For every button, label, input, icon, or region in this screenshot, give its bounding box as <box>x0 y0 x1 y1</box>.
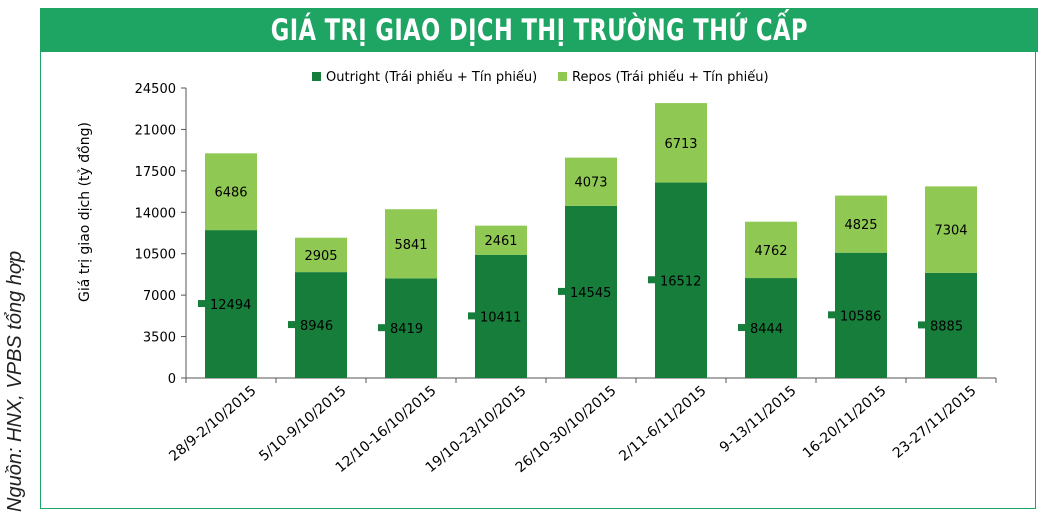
outright-label-marker <box>918 321 925 329</box>
bar-repos <box>565 157 617 206</box>
outright-value-label: 8885 <box>930 319 963 334</box>
data-labels: 6486 12494 2905 8946 5841 8419 2461 10411 4073 14… <box>198 137 968 337</box>
bar-repos <box>475 225 527 255</box>
repos-value-label: 4825 <box>844 218 877 233</box>
bar-repos <box>295 237 347 273</box>
outright-value-label: 16512 <box>660 274 701 289</box>
bar-repos <box>925 186 977 273</box>
chart-title: GIÁ TRỊ GIAO DỊCH THỊ TRƯỜNG THỨ CẤP <box>270 13 808 47</box>
outright-label-marker <box>378 324 385 332</box>
repos-value-label: 2461 <box>484 234 517 249</box>
outright-value-label: 10586 <box>840 309 881 324</box>
outright-label-marker <box>648 276 655 284</box>
legend-repos-swatch <box>558 72 567 81</box>
bar-outright <box>385 278 437 378</box>
legend-outright-swatch <box>312 72 321 81</box>
repos-value-label: 6486 <box>214 186 247 201</box>
y-tick-label: 21000 <box>135 123 176 138</box>
outright-label-marker <box>198 300 205 308</box>
x-tick-labels: 28/9-2/10/20155/10-9/10/201512/10-16/10/… <box>166 383 979 476</box>
x-tick-label: 2/11-6/11/2015 <box>616 383 709 465</box>
outright-value-label: 12494 <box>210 298 251 313</box>
x-tick-label: 26/10-30/10/2015 <box>513 383 620 476</box>
bar-repos <box>385 209 437 279</box>
y-tick-label: 7000 <box>143 289 176 304</box>
bar-outright <box>745 278 797 378</box>
y-axis-label: Giá trị giao dịch (tỷ đồng) <box>76 122 93 302</box>
y-tick-label: 24500 <box>135 82 176 97</box>
x-tick-label: 23-27/11/2015 <box>890 383 980 462</box>
repos-value-label: 7304 <box>934 224 967 239</box>
legend-repos-label: Repos (Trái phiếu + Tín phiếu) <box>572 70 769 85</box>
outright-value-label: 14545 <box>570 286 611 301</box>
repos-value-label: 5841 <box>394 238 427 253</box>
x-tick-label: 16-20/11/2015 <box>800 383 890 462</box>
y-tick-label: 0 <box>168 372 176 387</box>
repos-value-label: 4073 <box>574 176 607 191</box>
chart-frame <box>40 52 1036 509</box>
repos-value-label: 2905 <box>304 249 337 264</box>
outright-label-marker <box>738 324 745 332</box>
bar-repos <box>745 221 797 279</box>
outright-value-label: 10411 <box>480 310 521 325</box>
bar-outright <box>835 252 887 378</box>
y-tick-label: 17500 <box>135 165 176 180</box>
x-tick-label: 9-13/11/2015 <box>717 383 800 456</box>
chart-title-bar: GIÁ TRỊ GIAO DỊCH THỊ TRƯỜNG THỨ CẤP <box>40 8 1038 52</box>
y-tick-label: 3500 <box>143 331 176 346</box>
x-tick-label: 28/9-2/10/2015 <box>166 383 259 465</box>
y-tick-label: 10500 <box>135 248 176 263</box>
bar-repos <box>655 103 707 183</box>
legend: Outright (Trái phiếu + Tín phiếu) Repos (… <box>312 70 769 85</box>
bar-outright <box>295 272 347 378</box>
x-tick-label: 5/10-9/10/2015 <box>256 383 349 465</box>
outright-label-marker <box>828 311 835 319</box>
outright-value-label: 8444 <box>750 322 783 337</box>
bar-repos <box>205 153 257 231</box>
bar-outright <box>655 182 707 378</box>
outright-value-label: 8946 <box>300 319 333 334</box>
bar-outright <box>565 205 617 378</box>
repos-value-label: 4762 <box>754 244 787 259</box>
outright-label-marker <box>468 312 475 320</box>
bars <box>205 103 977 378</box>
bar-outright <box>475 254 527 378</box>
outright-label-marker <box>558 287 565 295</box>
outright-label-marker <box>288 321 295 329</box>
legend-outright-label: Outright (Trái phiếu + Tín phiếu) <box>326 70 537 85</box>
y-tick-label: 14000 <box>135 206 176 221</box>
bar-outright <box>925 272 977 378</box>
bar-outright <box>205 230 257 378</box>
bar-repos <box>835 195 887 253</box>
outright-value-label: 8419 <box>390 322 423 337</box>
repos-value-label: 6713 <box>664 137 697 152</box>
